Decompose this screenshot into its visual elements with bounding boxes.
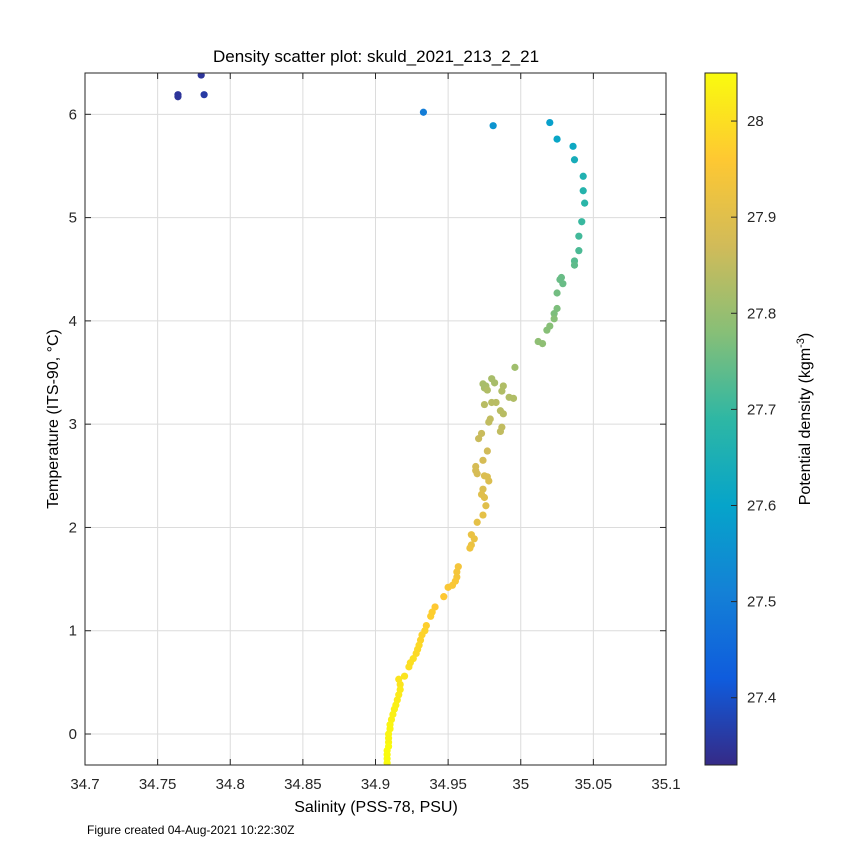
colorbar-tick-label: 28 xyxy=(747,113,764,130)
data-point xyxy=(201,91,208,98)
data-point xyxy=(551,315,558,322)
y-tick-label: 1 xyxy=(69,623,77,640)
data-point xyxy=(559,280,566,287)
data-point xyxy=(539,340,546,347)
data-point xyxy=(553,289,560,296)
data-point xyxy=(546,119,553,126)
colorbar-tick-label: 27.4 xyxy=(747,690,776,707)
data-point xyxy=(578,218,585,225)
data-point xyxy=(490,122,497,129)
data-point xyxy=(427,613,434,620)
data-point xyxy=(575,247,582,254)
colorbar-tick-label: 27.6 xyxy=(747,498,776,515)
data-point xyxy=(482,502,489,509)
chart-title: Density scatter plot: skuld_2021_213_2_2… xyxy=(213,47,539,66)
data-point xyxy=(580,173,587,180)
y-axis-label: Temperature (ITS-90, °C) xyxy=(45,329,62,509)
colorbar-label-base: Potential density (kgm xyxy=(797,348,814,505)
x-tick-label: 34.95 xyxy=(429,776,467,793)
data-point xyxy=(445,584,452,591)
y-tick-label: 6 xyxy=(69,106,77,123)
data-point xyxy=(481,401,488,408)
data-point xyxy=(466,545,473,552)
data-point xyxy=(571,262,578,269)
y-tick-label: 2 xyxy=(69,519,77,536)
data-point xyxy=(440,593,447,600)
data-point xyxy=(510,395,517,402)
data-point xyxy=(479,457,486,464)
y-tick-label: 0 xyxy=(69,726,77,743)
data-point xyxy=(474,470,481,477)
data-point xyxy=(481,494,488,501)
data-point xyxy=(474,519,481,526)
data-point xyxy=(543,327,550,334)
y-tick-label: 3 xyxy=(69,416,77,433)
colorbar-label-superscript: -3 xyxy=(795,338,807,348)
data-point xyxy=(553,136,560,143)
colorbar-gradient xyxy=(705,73,737,765)
data-point xyxy=(471,535,478,542)
y-tick-label: 5 xyxy=(69,210,77,227)
y-tick-label: 4 xyxy=(69,313,77,330)
data-point xyxy=(485,418,492,425)
data-point xyxy=(581,200,588,207)
data-point xyxy=(492,399,499,406)
data-point xyxy=(569,143,576,150)
data-point xyxy=(511,364,518,371)
data-point xyxy=(479,511,486,518)
data-point xyxy=(497,428,504,435)
data-point xyxy=(485,477,492,484)
x-tick-label: 35.05 xyxy=(575,776,613,793)
data-point xyxy=(174,93,181,100)
colorbar-label-close: ) xyxy=(797,333,814,338)
data-point xyxy=(475,435,482,442)
data-point xyxy=(491,379,498,386)
data-point xyxy=(498,388,505,395)
data-point xyxy=(580,187,587,194)
data-point xyxy=(484,386,491,393)
figure-created-note: Figure created 04-Aug-2021 10:22:30Z xyxy=(87,823,294,837)
colorbar-tick-label: 27.8 xyxy=(747,305,776,322)
x-tick-label: 34.8 xyxy=(216,776,245,793)
x-tick-label: 35.1 xyxy=(651,776,680,793)
colorbar-label: Potential density (kgm-3) xyxy=(795,333,814,506)
data-point xyxy=(500,410,507,417)
data-point xyxy=(420,109,427,116)
x-tick-label: 34.9 xyxy=(361,776,390,793)
x-tick-label: 34.75 xyxy=(139,776,177,793)
colorbar-tick-label: 27.5 xyxy=(747,594,776,611)
x-tick-label: 34.7 xyxy=(70,776,99,793)
colorbar-ticks: 27.4 27.5 27.6 27.7 27.8 27.9 28 xyxy=(731,113,776,707)
x-axis-label: Salinity (PSS-78, PSU) xyxy=(294,799,458,816)
x-tick-label: 34.85 xyxy=(284,776,322,793)
data-point xyxy=(571,156,578,163)
colorbar: 27.4 27.5 27.6 27.7 27.8 27.9 28 Potential den… xyxy=(705,73,814,765)
data-point xyxy=(484,447,491,454)
colorbar-tick-label: 27.7 xyxy=(747,401,776,418)
x-tick-label: 35 xyxy=(512,776,529,793)
data-point xyxy=(575,233,582,240)
axes: 34.7 34.75 34.8 34.85 34.9 34.95 35 35.05 35.1 0… xyxy=(69,71,681,793)
colorbar-tick-label: 27.9 xyxy=(747,209,776,226)
data-point xyxy=(405,663,412,670)
